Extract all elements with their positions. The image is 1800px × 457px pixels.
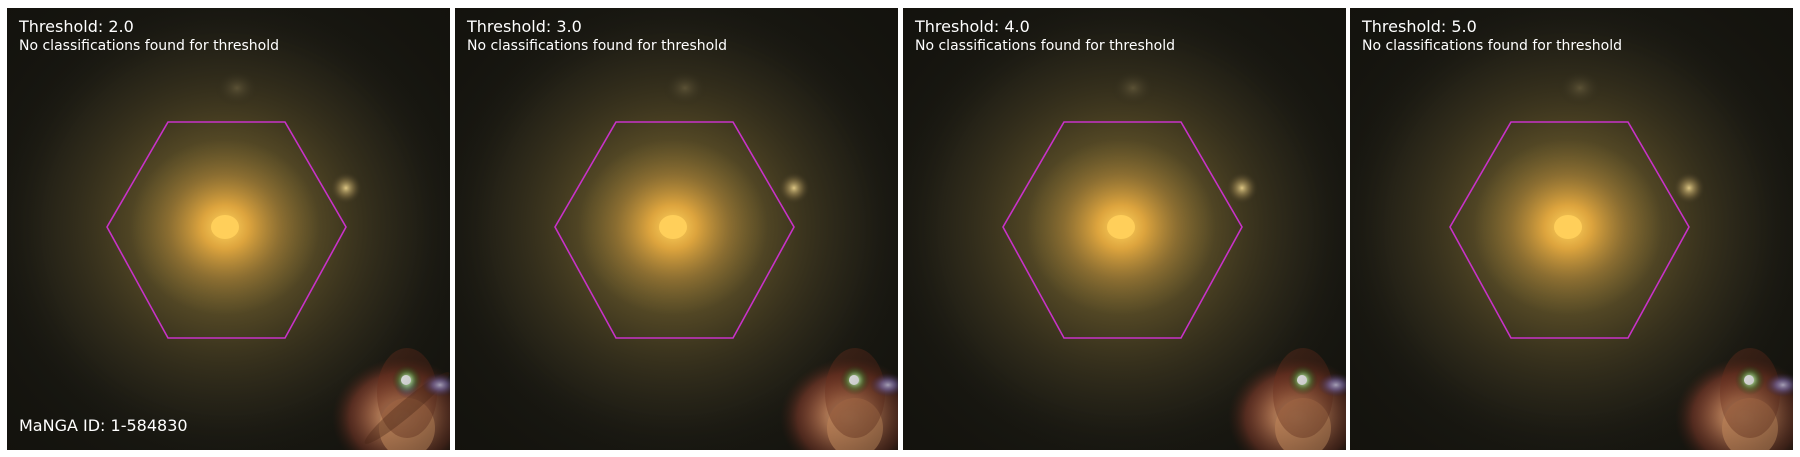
galaxy-image [1350, 8, 1793, 450]
galaxy-image [903, 8, 1346, 450]
panel-title: Threshold: 2.0 [19, 17, 134, 36]
ifu-hexagon-outline [1449, 121, 1690, 339]
manga-id-label: MaNGA ID: 1-584830 [19, 416, 188, 435]
galaxy-panel-threshold-3: Threshold: 3.0 No classifications found … [455, 8, 898, 450]
panel-subtitle: No classifications found for threshold [19, 38, 279, 54]
galaxy-image [455, 8, 898, 450]
ifu-hexagon-outline [106, 121, 347, 339]
panel-title: Threshold: 3.0 [467, 17, 582, 36]
galaxy-panel-threshold-2: Threshold: 2.0 No classifications found … [7, 8, 450, 450]
panel-subtitle: No classifications found for threshold [467, 38, 727, 54]
panel-subtitle: No classifications found for threshold [915, 38, 1175, 54]
ifu-hexagon-outline [554, 121, 795, 339]
galaxy-panel-threshold-5: Threshold: 5.0 No classifications found … [1350, 8, 1793, 450]
ifu-hexagon-outline [1002, 121, 1243, 339]
panel-title: Threshold: 4.0 [915, 17, 1030, 36]
galaxy-panel-threshold-4: Threshold: 4.0 No classifications found … [903, 8, 1346, 450]
panel-subtitle: No classifications found for threshold [1362, 38, 1622, 54]
panel-title: Threshold: 5.0 [1362, 17, 1477, 36]
galaxy-image [7, 8, 450, 450]
